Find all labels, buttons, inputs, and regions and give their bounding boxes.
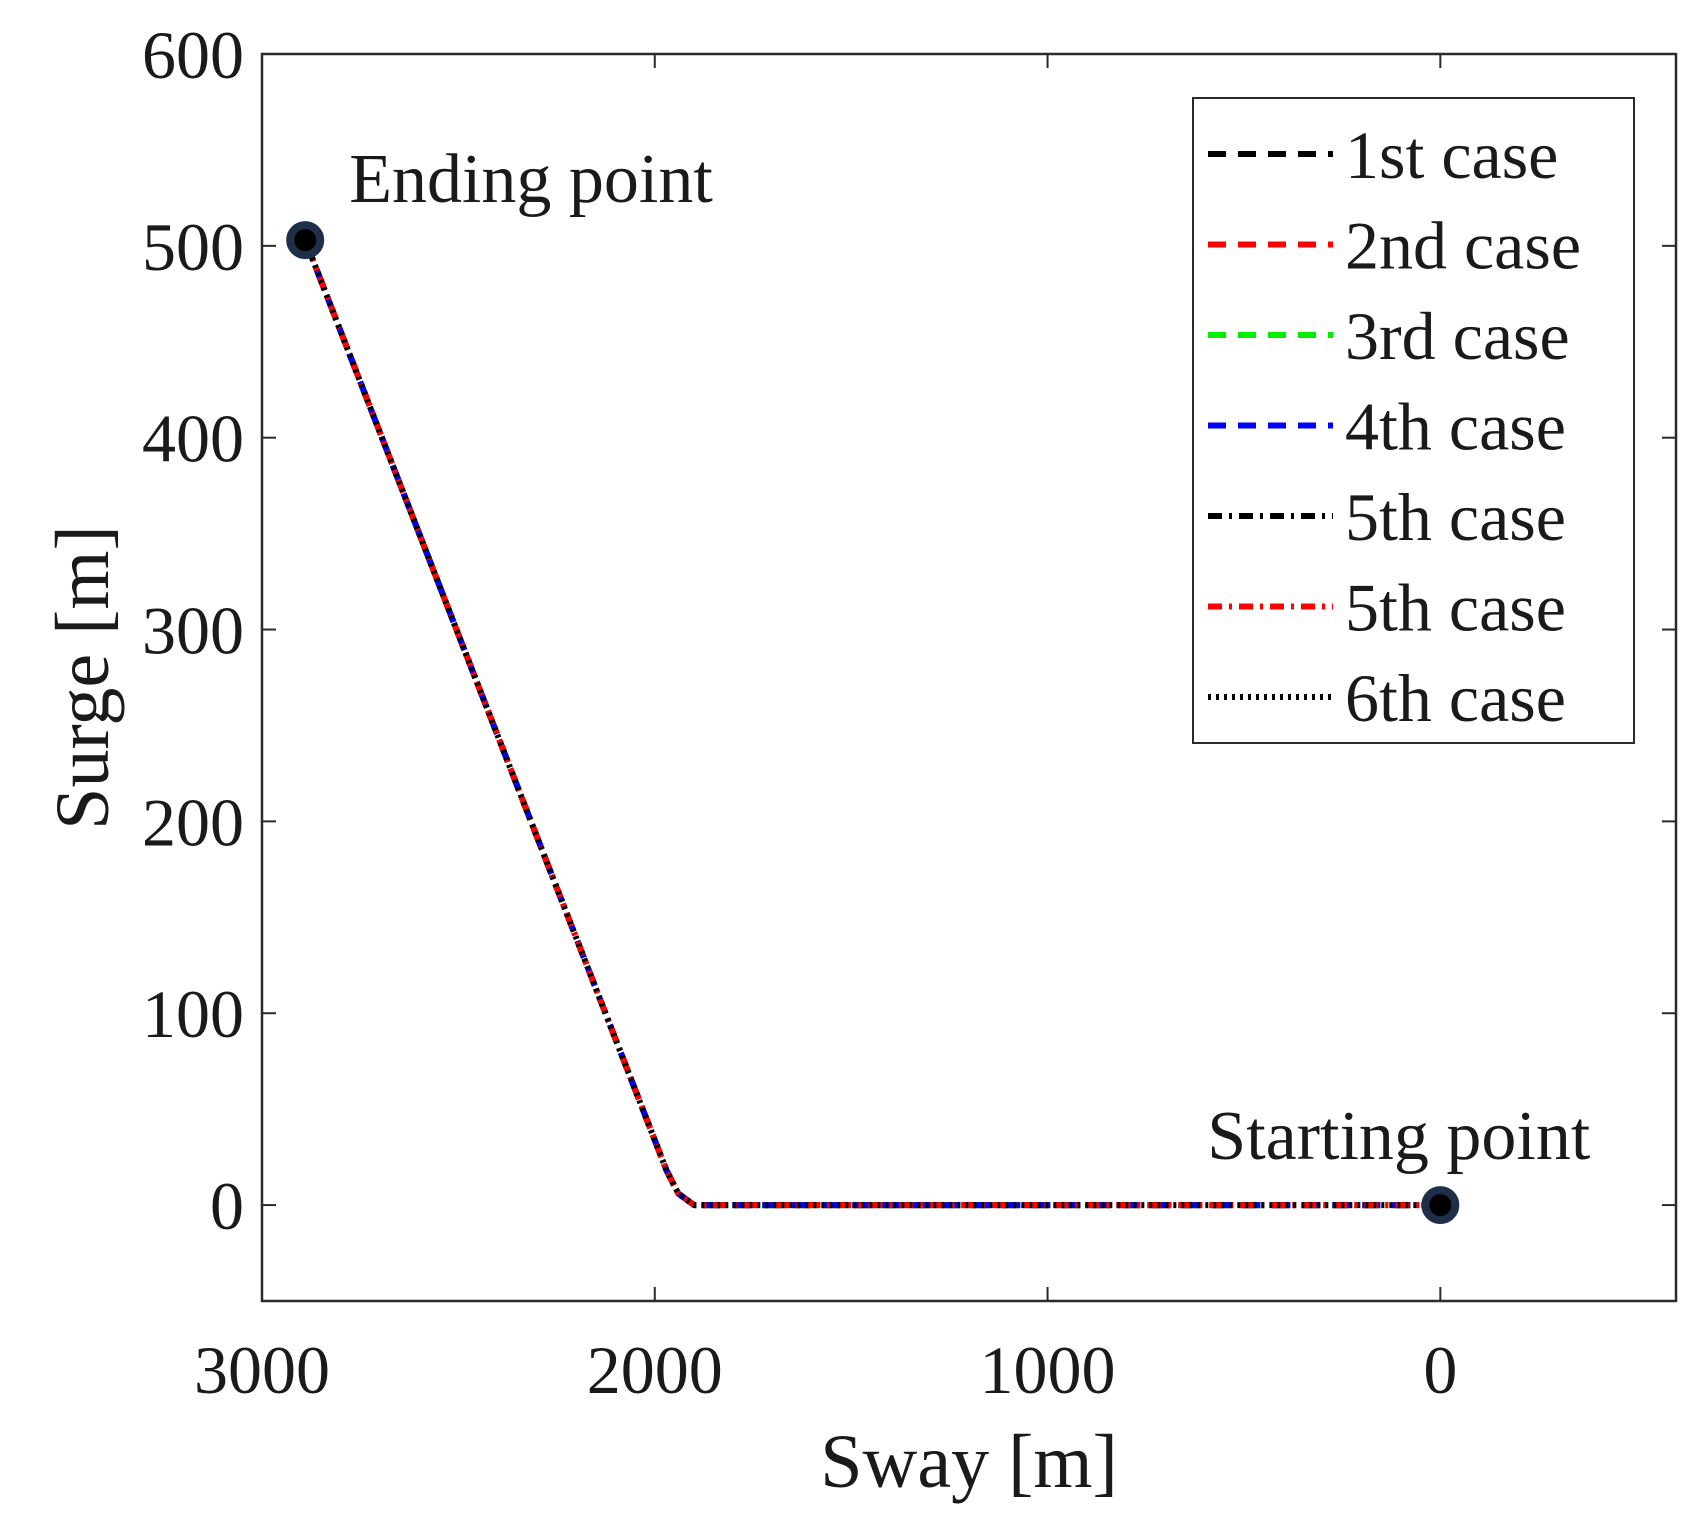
legend-label-2: 2nd case [1345, 208, 1581, 284]
x-tick-label: 1000 [980, 1332, 1116, 1408]
y-axis-label: Surge [m] [41, 525, 125, 830]
ending-point-label: Ending point [349, 141, 713, 218]
y-tick-label: 600 [142, 17, 244, 93]
legend-label-4: 4th case [1345, 389, 1566, 465]
y-tick-label: 500 [142, 209, 244, 285]
markers-group [286, 221, 1460, 1225]
y-tick-label: 100 [142, 976, 244, 1052]
legend-label-3: 3rd case [1345, 298, 1570, 374]
legend-label-1: 1st case [1345, 117, 1558, 193]
legend-label-6: 5th case [1345, 570, 1566, 646]
plot-frame [260, 52, 1678, 1303]
y-tick-label: 200 [142, 784, 244, 860]
series-line-7 [302, 239, 1441, 1209]
x-tick-label: 3000 [194, 1332, 330, 1408]
x-axis-label: Sway [m] [820, 1420, 1118, 1504]
legend-label-7: 6th case [1345, 660, 1566, 736]
labels-group: Sway [m] Surge [m] Ending point Starting po… [41, 141, 1591, 1504]
y-tick-label: 400 [142, 401, 244, 477]
plot-area-border [260, 52, 1678, 1303]
series-group [302, 239, 1441, 1209]
x-tick-label: 0 [1423, 1332, 1457, 1408]
marker-point-2 [1421, 1186, 1460, 1225]
y-tick-label: 0 [210, 1168, 244, 1244]
marker-point-1 [286, 221, 325, 260]
starting-point-label: Starting point [1207, 1098, 1591, 1175]
x-tick-label: 2000 [587, 1332, 723, 1408]
legend-label-5: 5th case [1345, 479, 1566, 555]
axes-ticks: 3000 2000 1000 0 0 100 200 300 400 500 600 [142, 17, 1676, 1408]
legend: 1st case 2nd case 3rd case 4th case 5th case… [1192, 97, 1635, 744]
y-tick-label: 300 [142, 593, 244, 669]
legend-box [1192, 97, 1635, 744]
